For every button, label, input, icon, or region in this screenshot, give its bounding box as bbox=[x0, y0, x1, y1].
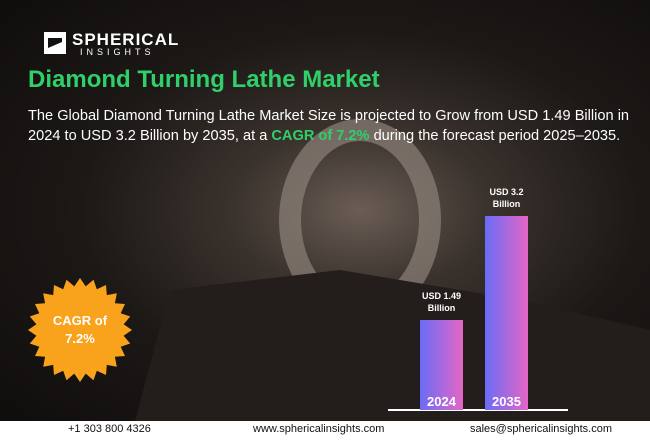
badge-line: CAGR of bbox=[52, 313, 108, 328]
website: www.sphericalinsights.com bbox=[253, 423, 385, 435]
x-tick-label: 2035 bbox=[492, 394, 521, 409]
badge-line: 7.2% bbox=[65, 331, 95, 346]
badge: CAGR of 7.2% bbox=[30, 312, 130, 348]
vise bbox=[130, 270, 650, 440]
bar bbox=[485, 216, 528, 410]
email: sales@sphericalinsights.com bbox=[470, 423, 613, 435]
desc-highlight: CAGR of 7.2% bbox=[271, 128, 370, 144]
value-label: USD 1.49 Billion bbox=[421, 290, 462, 313]
desc-text: The Global Diamond Turning Lathe Market … bbox=[28, 108, 630, 144]
title: Diamond Turning Lathe Market bbox=[28, 66, 380, 93]
desc-text: during the forecast period 2025–2035. bbox=[369, 128, 621, 144]
footer bbox=[0, 421, 650, 440]
phone: +1 303 800 4326 bbox=[68, 423, 151, 435]
value-label: USD 3.2 Billion bbox=[489, 187, 524, 209]
bar bbox=[420, 319, 463, 410]
x-tick-label: 2024 bbox=[427, 394, 456, 409]
badge-burst bbox=[28, 278, 132, 382]
logo-mark bbox=[48, 38, 62, 48]
description: The Global Diamond Turning Lathe Market … bbox=[28, 106, 638, 146]
brand-sub: INSIGHTS bbox=[80, 47, 155, 57]
brand: SPHERICAL bbox=[72, 30, 180, 49]
